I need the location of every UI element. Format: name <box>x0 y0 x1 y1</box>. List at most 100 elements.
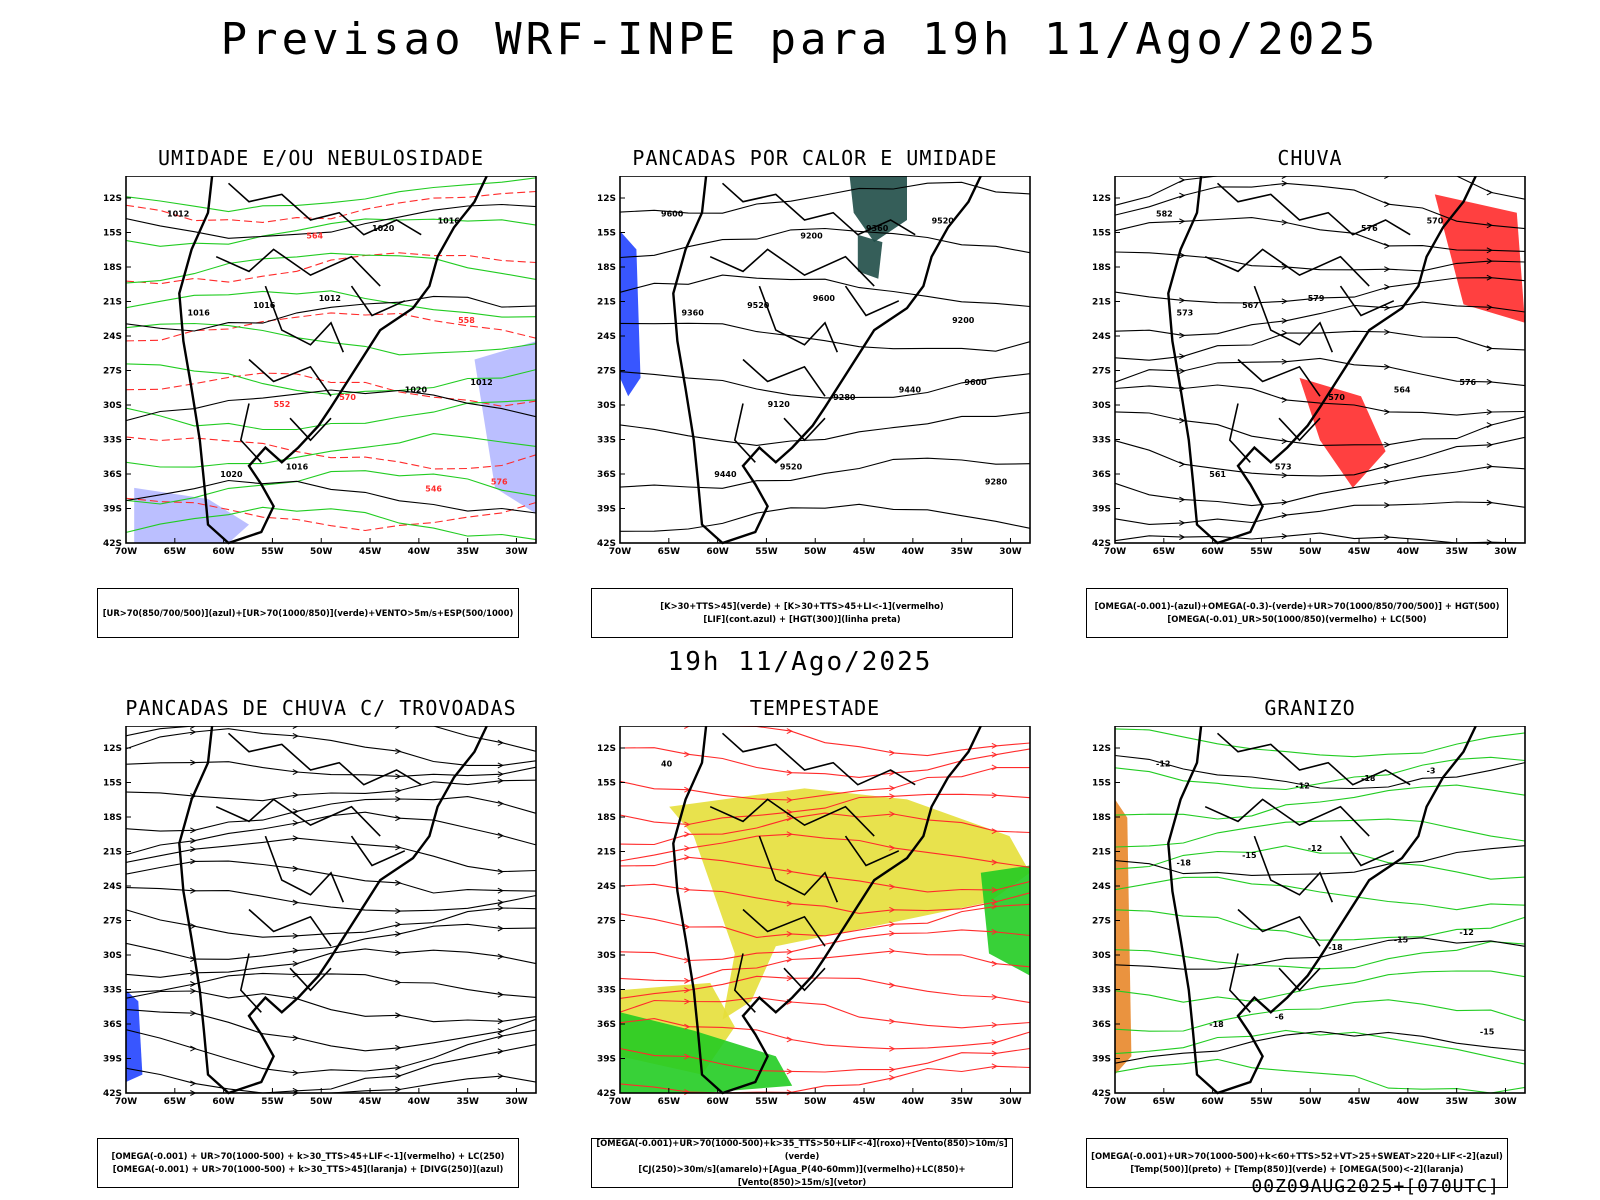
flow-arrow <box>1179 368 1186 374</box>
lat-label: 27S <box>1092 367 1111 377</box>
country-border <box>733 403 756 463</box>
lat-label: 12S <box>103 744 122 754</box>
flow-arrow <box>1486 189 1493 196</box>
lat-label: 30S <box>597 401 616 411</box>
country-border <box>1339 835 1395 867</box>
flow-arrow <box>991 792 998 799</box>
contour-label: 570 <box>339 393 356 402</box>
legend-box: [K>30+TTS>45](verde) + [K>30+TTS>45+LI<-… <box>591 588 1013 638</box>
flow-arrow <box>497 771 504 778</box>
lon-label: 35W <box>1445 1097 1468 1107</box>
lon-label: 45W <box>853 1097 876 1107</box>
flow-arrow <box>497 1018 504 1025</box>
shaded-field <box>620 231 641 397</box>
lat-label: 15S <box>597 779 616 789</box>
lon-label: 60W <box>212 547 235 557</box>
lat-label: 12S <box>597 194 616 204</box>
flow-arrow <box>889 1066 896 1073</box>
flow-arrow <box>1179 519 1186 526</box>
flow-arrow <box>1384 502 1391 509</box>
lon-label: 60W <box>1201 1097 1224 1107</box>
contour-label: 1012 <box>470 378 492 387</box>
flow-arrow <box>1179 252 1186 259</box>
contour-label: 9360 <box>866 224 889 233</box>
contour-label: -15 <box>1394 936 1409 945</box>
contour-label: 9600 <box>813 294 836 303</box>
panel-title: PANCADAS DE CHUVA C/ TROVOADAS <box>125 696 517 720</box>
lon-label: 60W <box>706 547 729 557</box>
flow-arrow <box>190 969 197 976</box>
lat-label: 15S <box>1092 779 1111 789</box>
lon-label: 55W <box>755 547 778 557</box>
lat-label: 18S <box>1092 813 1111 823</box>
map-svg: 9600 9600 9600 9520 9520 9520 9440 9440 9360 9360… <box>597 176 1031 557</box>
flow-arrow <box>889 793 896 800</box>
contour-label: 567 <box>1242 301 1259 310</box>
panel-title: PANCADAS POR CALOR E UMIDADE <box>632 146 998 170</box>
flow-arrow <box>292 769 299 775</box>
panel-trovoadas: PANCADAS DE CHUVA C/ TROVOADAS 12S 15S 18S… <box>96 696 546 1188</box>
flow-arrow <box>497 925 504 932</box>
contour-line <box>125 363 537 396</box>
main-title: Previsao WRF-INPE para 19h 11/Ago/2025 <box>220 14 1380 65</box>
lat-label: 33S <box>1092 436 1111 446</box>
lat-label: 30S <box>1092 401 1111 411</box>
contour-label: 1012 <box>167 209 189 218</box>
flow-arrow <box>1486 463 1493 470</box>
shaded-field <box>980 865 1030 976</box>
flow-arrow <box>786 831 793 838</box>
flow-arrow <box>1486 247 1493 254</box>
flow-arrow <box>889 811 896 817</box>
shaded-field <box>849 176 907 243</box>
country-border <box>783 417 826 442</box>
flow-arrow <box>1281 438 1288 445</box>
flow-arrow <box>684 845 691 852</box>
lat-label: 33S <box>103 986 122 996</box>
lat-label: 18S <box>1092 263 1111 273</box>
flow-arrow <box>395 1044 402 1051</box>
contour-label: 582 <box>1156 209 1173 218</box>
lon-label: 65W <box>164 1097 187 1107</box>
flow-arrow <box>1384 243 1391 249</box>
flow-arrow <box>395 1072 402 1079</box>
panel-title: CHUVA <box>1277 146 1343 170</box>
flow-arrow <box>395 1086 402 1093</box>
contour-label: 9600 <box>964 378 987 387</box>
flow-arrow <box>1281 358 1288 365</box>
contour-label: -6 <box>1275 1013 1284 1022</box>
flow-arrow <box>292 1035 299 1041</box>
lat-label: 39S <box>1092 505 1111 515</box>
flow-arrow <box>684 854 691 861</box>
lat-label: 12S <box>1092 194 1111 204</box>
flow-arrow <box>684 998 691 1005</box>
flow-arrow <box>1281 180 1288 187</box>
contour-label: 1016 <box>253 301 276 310</box>
country-border <box>733 953 756 1013</box>
contour-label: -18 <box>1209 1020 1224 1029</box>
contour-label: 40 <box>661 759 673 768</box>
lat-label: 12S <box>103 194 122 204</box>
flow-arrow <box>292 960 299 967</box>
flow-arrow <box>190 837 197 844</box>
flow-arrow <box>395 930 402 937</box>
flow-arrow <box>991 859 998 866</box>
flow-arrow <box>786 868 793 875</box>
lon-label: 65W <box>1153 547 1176 557</box>
contour-label: 9120 <box>768 400 791 409</box>
lat-label: 30S <box>1092 951 1111 961</box>
panel-title: UMIDADE E/OU NEBULOSIDADE <box>157 146 485 170</box>
flow-arrow <box>190 1010 197 1017</box>
contour-label: 570 <box>1427 217 1444 226</box>
flow-arrow <box>190 846 197 853</box>
flow-arrow <box>395 773 402 780</box>
contour-line <box>619 457 1031 489</box>
flow-arrow <box>1384 363 1391 370</box>
flow-arrow <box>1384 176 1391 179</box>
panel-chuva: CHUVA 582 579 576 573 570 567 564 561 576 573 570 1… <box>1085 146 1535 638</box>
lon-label: 65W <box>658 1097 681 1107</box>
flow-arrow <box>497 899 504 906</box>
contour-line <box>619 411 1031 446</box>
flow-arrow <box>684 886 691 893</box>
contour-label: 9440 <box>714 470 737 479</box>
